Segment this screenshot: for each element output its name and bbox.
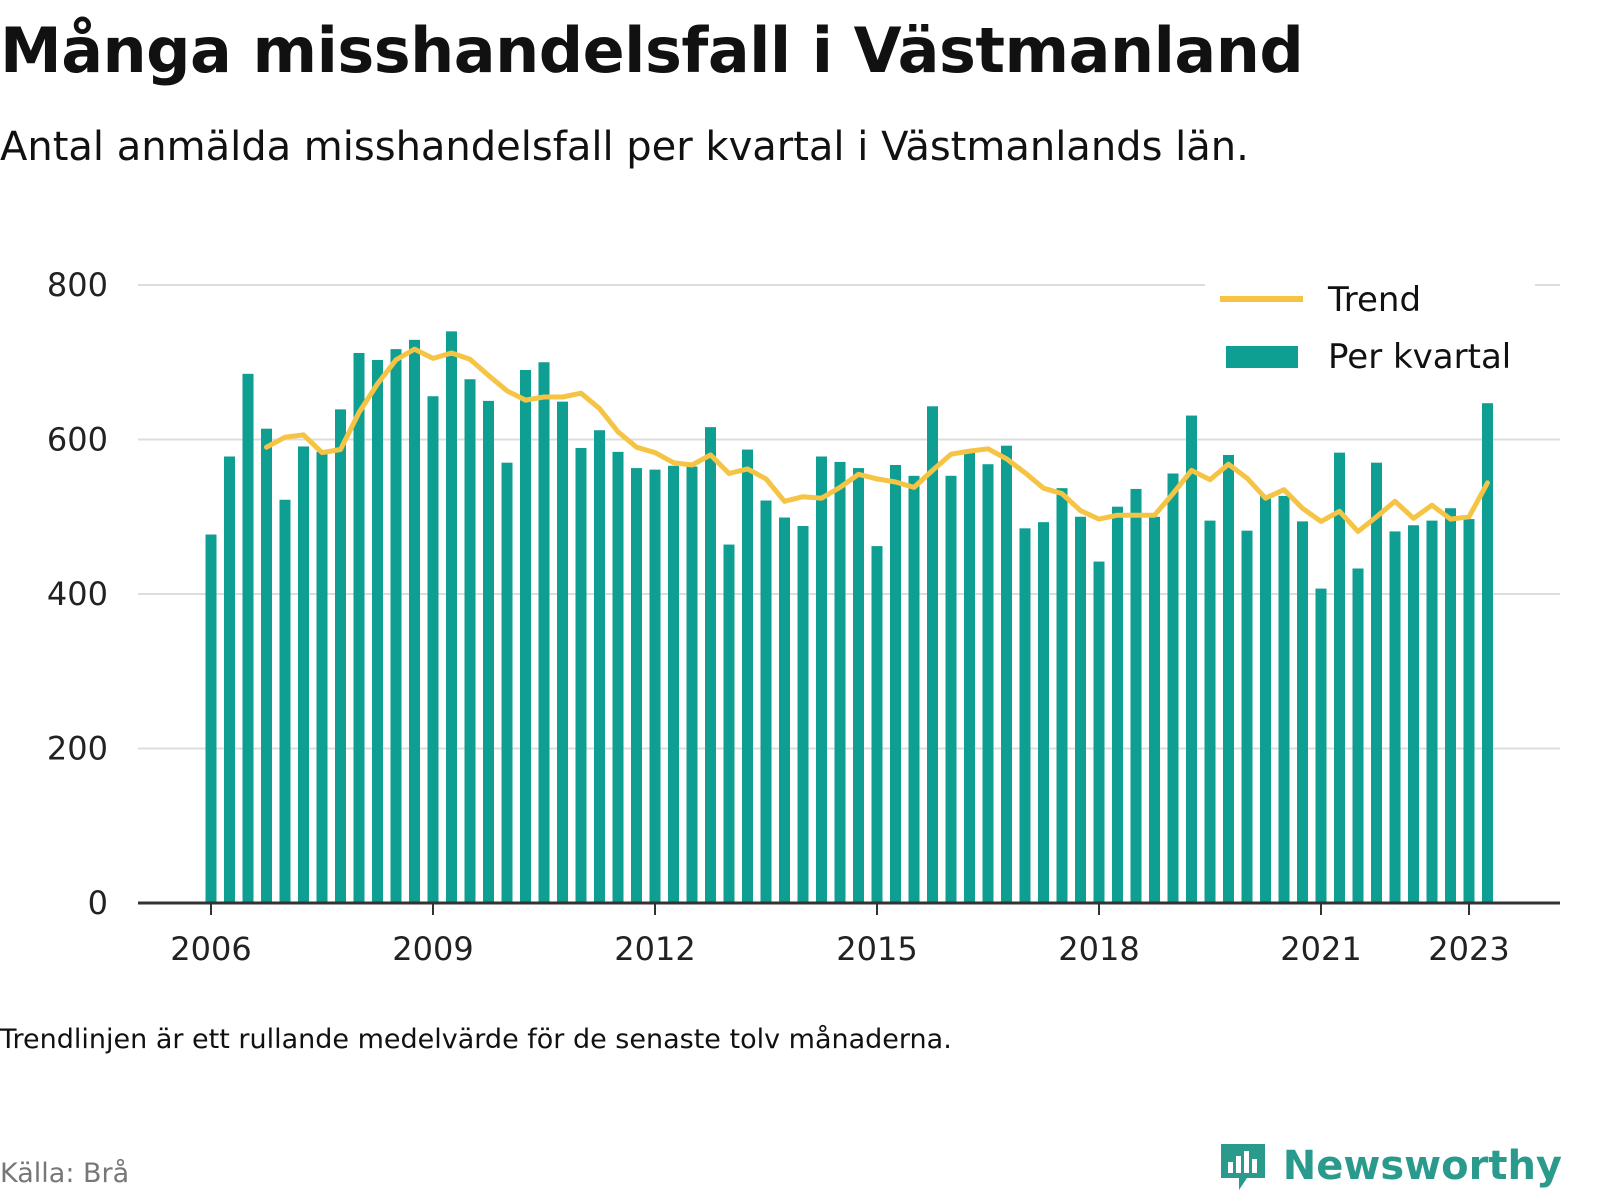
bar xyxy=(1056,488,1068,903)
bar xyxy=(982,464,994,903)
y-tick-label: 400 xyxy=(47,575,108,613)
bar xyxy=(871,546,883,903)
bar xyxy=(261,428,272,903)
bar xyxy=(1223,454,1234,903)
bar xyxy=(1130,488,1142,903)
trend-line xyxy=(264,346,1490,534)
bar xyxy=(1038,522,1049,903)
bar xyxy=(464,379,476,903)
bar xyxy=(649,469,661,903)
bar xyxy=(908,475,920,903)
brand-name: Newsworthy xyxy=(1282,1143,1562,1189)
legend-trend-label: Trend xyxy=(1327,280,1421,320)
bar xyxy=(705,427,716,903)
bar xyxy=(279,499,291,903)
bar xyxy=(1001,445,1012,903)
bar xyxy=(612,451,624,903)
bar xyxy=(1371,462,1382,903)
bar xyxy=(409,339,420,903)
bar xyxy=(779,517,790,903)
bar xyxy=(575,447,587,903)
bar xyxy=(1241,530,1253,903)
newsworthy-logo-icon xyxy=(1220,1144,1265,1190)
legend-background xyxy=(1205,276,1535,388)
bar xyxy=(1389,531,1401,903)
bar xyxy=(1204,520,1216,903)
bar xyxy=(1186,415,1197,903)
bar xyxy=(1315,588,1327,903)
bar xyxy=(1019,528,1031,903)
bar xyxy=(1075,516,1086,903)
bar-line-chart: 0 200 400 600 800 2006 2009 2012 2015 2018 2021 202… xyxy=(47,266,1560,968)
bar xyxy=(372,359,383,903)
source-label: Källa: Brå xyxy=(0,1158,130,1189)
bar xyxy=(1167,473,1179,903)
bar xyxy=(1297,521,1308,903)
bar xyxy=(816,456,827,903)
brand-logo[interactable]: Newsworthy xyxy=(1217,1140,1562,1192)
bar xyxy=(834,461,846,903)
bar xyxy=(501,462,513,903)
bar xyxy=(668,465,679,903)
bar xyxy=(631,468,642,903)
bar xyxy=(390,349,402,903)
legend-bar-label: Per kvartal xyxy=(1328,337,1511,377)
bar xyxy=(1260,495,1271,903)
bar xyxy=(224,456,235,903)
bar xyxy=(1278,495,1290,903)
bar xyxy=(557,401,568,903)
bar xyxy=(1352,568,1364,903)
bar xyxy=(1445,508,1456,903)
bar xyxy=(242,373,254,903)
legend: Trend Per kvartal xyxy=(1205,276,1535,388)
bar xyxy=(446,331,457,904)
y-tick-label: 0 xyxy=(88,884,108,922)
x-tick-label: 2015 xyxy=(836,930,917,968)
bar xyxy=(335,409,346,903)
y-tick-label: 800 xyxy=(47,266,108,304)
legend-bar-swatch xyxy=(1226,346,1298,368)
x-tick-label: 2006 xyxy=(170,930,251,968)
x-tick-label: 2021 xyxy=(1280,930,1361,968)
bar xyxy=(760,500,772,903)
bar xyxy=(723,544,735,903)
x-tick-label: 2012 xyxy=(614,930,695,968)
bar xyxy=(742,449,753,903)
bar xyxy=(298,446,309,903)
bar xyxy=(538,362,550,903)
x-tick-label: 2009 xyxy=(392,930,473,968)
bar xyxy=(427,396,439,903)
x-tick-label: 2018 xyxy=(1058,930,1139,968)
chart-title: Många misshandelsfall i Västmanland xyxy=(0,14,1304,87)
bar xyxy=(353,352,365,904)
bar xyxy=(205,534,217,903)
bar xyxy=(853,468,864,903)
bar xyxy=(316,451,328,903)
bar xyxy=(1093,561,1105,903)
bar xyxy=(1149,516,1160,903)
bar xyxy=(1408,525,1419,903)
bar xyxy=(1463,519,1475,903)
bar xyxy=(1334,452,1345,903)
bar xyxy=(927,406,938,903)
trend-footnote: Trendlinjen är ett rullande medelvärde f… xyxy=(0,1024,952,1055)
bar xyxy=(1112,506,1123,903)
bar xyxy=(797,526,809,903)
x-tick-label: 2023 xyxy=(1428,930,1509,968)
bar xyxy=(483,400,494,903)
y-tick-label: 600 xyxy=(47,421,108,459)
bar xyxy=(1482,403,1493,903)
bar xyxy=(890,464,901,903)
bar xyxy=(945,475,957,903)
bar xyxy=(686,466,698,903)
bar xyxy=(520,369,531,904)
bar xyxy=(594,430,605,903)
chart-subtitle: Antal anmälda misshandelsfall per kvarta… xyxy=(0,124,1249,170)
y-tick-label: 200 xyxy=(47,730,108,768)
bar xyxy=(964,450,975,903)
bar xyxy=(1426,520,1438,903)
